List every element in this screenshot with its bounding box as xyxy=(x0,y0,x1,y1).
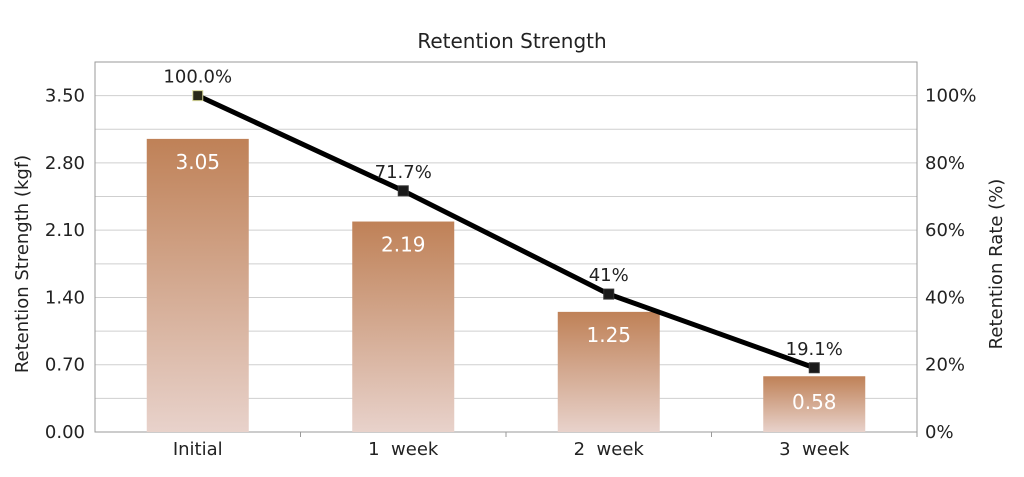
line-value-label: 71.7% xyxy=(375,162,432,183)
y-tick-label: 1.40 xyxy=(45,287,85,308)
y2-tick-label: 100% xyxy=(925,86,976,107)
y-tick-label: 2.80 xyxy=(45,153,85,174)
y2-tick-label: 40% xyxy=(925,287,965,308)
bar-value-label: 2.19 xyxy=(381,233,426,257)
bar-value-label: 1.25 xyxy=(586,323,631,347)
bar xyxy=(352,221,455,432)
bar xyxy=(763,376,866,432)
y2-axis-title: Retention Rate (%) xyxy=(986,179,1007,350)
x-tick-label: Initial xyxy=(173,439,223,460)
y2-tick-label: 80% xyxy=(925,153,965,174)
y2-tick-label: 0% xyxy=(925,422,954,443)
line-point xyxy=(192,90,204,102)
y-tick-label: 3.50 xyxy=(45,86,85,107)
line-point xyxy=(397,185,409,197)
y2-tick-label: 60% xyxy=(925,220,965,241)
y-tick-label: 0.70 xyxy=(45,355,85,376)
chart-title: Retention Strength xyxy=(417,29,606,53)
y2-tick-label: 20% xyxy=(925,355,965,376)
bar xyxy=(146,138,249,432)
line-value-label: 41% xyxy=(589,265,629,286)
x-tick-label: 3 week xyxy=(779,439,850,460)
bar xyxy=(557,311,660,432)
y-axis-title: Retention Strength (kgf) xyxy=(12,155,33,373)
plot-area: 0.00 0.70 1.40 2.10 2.80 3.50 0% 20% 40% 60% 80% 10… xyxy=(45,61,976,460)
line-point xyxy=(603,288,615,300)
line-point xyxy=(808,362,820,374)
x-tick-label: 1 week xyxy=(368,439,439,460)
bar-value-label: 0.58 xyxy=(792,390,837,414)
y-tick-label: 0.00 xyxy=(45,422,85,443)
y-tick-label: 2.10 xyxy=(45,220,85,241)
x-tick-label: 2 week xyxy=(574,439,645,460)
line-value-label: 100.0% xyxy=(163,67,232,88)
line-value-label: 19.1% xyxy=(786,339,843,360)
retention-rate-line xyxy=(196,93,816,371)
bar-value-label: 3.05 xyxy=(175,150,220,174)
